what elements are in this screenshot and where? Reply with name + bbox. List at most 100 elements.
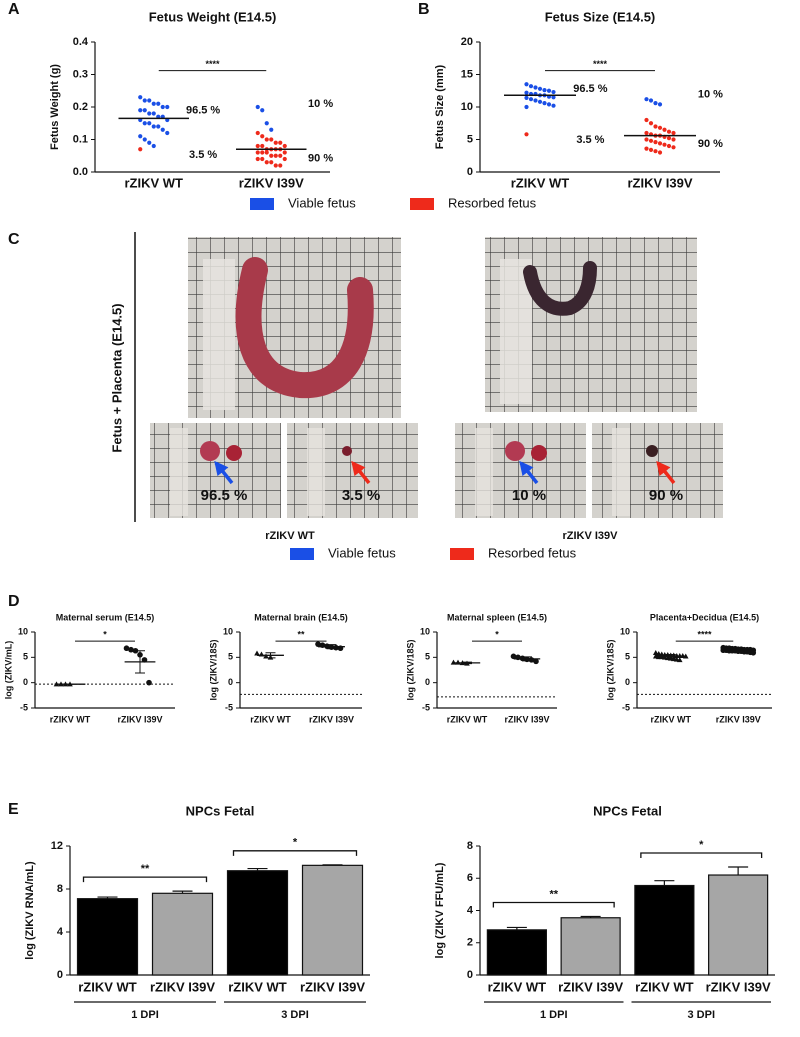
group-label: 3 DPI: [281, 1009, 309, 1021]
data-point: [671, 137, 676, 142]
error-bar: [326, 644, 337, 650]
data-point: [260, 134, 265, 139]
group-label: 1 DPI: [540, 1009, 568, 1021]
x-tick-label: rZIKV WT: [651, 714, 692, 724]
data-point: [138, 95, 143, 100]
y-tick-label: 15: [461, 68, 473, 80]
y-tick-label: 8: [57, 883, 63, 895]
data-point: [542, 88, 547, 93]
y-tick-label: 0: [467, 969, 473, 981]
percent-label: 96.5 %: [573, 83, 607, 95]
data-point: [551, 89, 556, 95]
y-tick-label: -5: [422, 702, 430, 712]
bar: [634, 884, 695, 976]
tissue: [646, 445, 658, 457]
percent-label: 90 %: [698, 138, 723, 150]
panel-letter: D: [8, 593, 20, 610]
data-point: [260, 156, 265, 162]
significance-label: *: [103, 629, 107, 639]
data-point: [142, 98, 147, 103]
arrow: [656, 460, 676, 485]
significance-bracket: [232, 850, 358, 856]
y-tick-label: 5: [228, 652, 233, 662]
error-bar: [135, 650, 145, 674]
data-point: [542, 101, 547, 106]
y-tick-label: 4: [57, 926, 64, 938]
error-bar: [733, 648, 744, 653]
significance-label: ****: [593, 59, 608, 69]
y-tick-label: -5: [20, 702, 28, 712]
significance-label: ****: [697, 629, 712, 639]
ruler: [170, 428, 188, 516]
y-tick-label: 0: [425, 677, 430, 687]
data-point: [263, 653, 269, 659]
y-tick-label: 5: [625, 652, 630, 662]
data-point: [273, 140, 278, 145]
data-point: [551, 103, 556, 108]
percent-label: 3.5 %: [189, 149, 217, 161]
data-point: [147, 98, 152, 103]
data-point: [666, 143, 672, 149]
data-point: [682, 653, 689, 659]
x-tick-label: rZIKV I39V: [627, 175, 692, 190]
error-bar: [462, 661, 472, 665]
bar: [486, 929, 547, 976]
percent-label: 90 %: [649, 487, 683, 504]
data-point: [648, 138, 654, 143]
y-tick-label: 20: [461, 36, 473, 48]
y-tick-label: 0: [625, 677, 630, 687]
data-point: [264, 121, 269, 126]
data-point: [151, 111, 156, 116]
significance-bracket: [640, 852, 763, 858]
data-point: [524, 90, 529, 95]
error-bar: [97, 896, 118, 899]
data-point: [255, 150, 260, 155]
y-tick-label: 0.4: [73, 36, 89, 48]
data-point: [142, 137, 147, 142]
y-tick-label: 5: [425, 652, 430, 662]
data-point: [142, 121, 147, 126]
bar: [560, 917, 621, 976]
panel-letter: B: [418, 1, 430, 18]
error-bar: [665, 654, 676, 659]
data-point: [653, 140, 658, 145]
data-point: [315, 641, 321, 647]
data-point: [128, 646, 134, 653]
data-point: [524, 95, 529, 100]
data-point: [671, 130, 676, 136]
data-point: [533, 658, 539, 665]
significance-label: **: [297, 629, 305, 639]
data-point: [648, 147, 654, 152]
bar: [76, 898, 139, 976]
data-point: [676, 657, 683, 663]
data-point: [147, 140, 152, 145]
y-tick-label: 12: [51, 840, 63, 852]
data-point: [165, 104, 170, 110]
percent-label: 10 %: [512, 487, 546, 504]
error-bar: [654, 880, 675, 886]
data-point: [546, 88, 552, 93]
x-tick-label: rZIKV I39V: [239, 175, 304, 190]
y-tick-label: 8: [467, 840, 473, 852]
error-bar: [506, 926, 527, 930]
data-point: [273, 153, 278, 158]
data-point: [528, 97, 534, 102]
data-point: [666, 136, 672, 141]
error-bar: [247, 867, 268, 871]
x-tick-label: rZIKV I39V: [504, 714, 549, 724]
percent-label: 3.5 %: [342, 487, 380, 504]
data-point: [255, 156, 260, 162]
data-point: [123, 645, 130, 652]
legend-swatch: [290, 548, 314, 560]
y-tick-label: 0: [467, 166, 473, 178]
x-tick-label: rZIKV WT: [250, 714, 291, 724]
data-point: [455, 659, 461, 665]
error-bar: [580, 915, 601, 918]
x-tick-label: rZIKV WT: [78, 979, 137, 994]
percent-label: 10 %: [308, 98, 333, 110]
data-point: [160, 104, 165, 110]
data-point: [524, 132, 529, 137]
chart-title: Maternal brain (E14.5): [254, 612, 348, 622]
tissue: [200, 441, 220, 461]
